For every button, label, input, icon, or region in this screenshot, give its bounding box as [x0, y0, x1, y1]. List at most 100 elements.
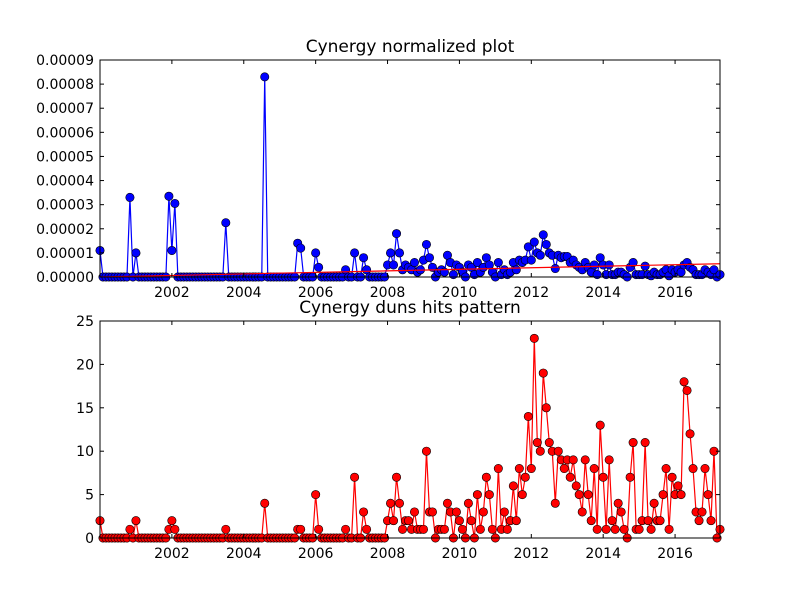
data-point	[532, 438, 542, 448]
series-line	[100, 338, 720, 538]
data-point	[619, 524, 629, 534]
data-point	[170, 524, 180, 534]
data-point	[511, 516, 521, 526]
data-point	[131, 248, 141, 258]
data-point	[472, 490, 482, 500]
data-point	[568, 455, 578, 465]
data-point	[592, 270, 602, 280]
data-point	[649, 498, 659, 508]
data-point	[640, 261, 650, 271]
data-point	[389, 260, 399, 270]
x-tick-label: 2012	[513, 546, 549, 562]
data-point	[643, 516, 653, 526]
data-point	[577, 507, 587, 517]
y-tick-label: 20	[76, 357, 94, 373]
data-point	[628, 258, 638, 268]
data-point	[314, 262, 324, 272]
y-tick-label: 0.00001	[36, 246, 94, 262]
data-point	[131, 516, 141, 526]
x-tick-label: 2010	[442, 285, 478, 301]
data-point	[523, 411, 533, 421]
data-point	[535, 250, 545, 260]
data-point	[559, 464, 569, 474]
y-tick-label: 0.00008	[36, 77, 94, 93]
x-tick-label: 2010	[442, 546, 478, 562]
data-point	[472, 258, 482, 268]
data-point	[170, 198, 180, 208]
data-point	[442, 498, 452, 508]
data-point	[403, 516, 413, 526]
data-point	[574, 490, 584, 500]
x-tick-label: 2014	[585, 546, 621, 562]
data-point	[517, 490, 527, 500]
data-point	[544, 438, 554, 448]
data-point	[526, 464, 536, 474]
data-point	[607, 516, 617, 526]
data-point	[526, 255, 536, 265]
data-point	[454, 516, 464, 526]
data-point	[424, 253, 434, 263]
data-point	[673, 481, 683, 491]
data-point	[520, 472, 530, 482]
data-point	[640, 438, 650, 448]
data-point	[616, 507, 626, 517]
y-tick-label: 0.00004	[36, 174, 94, 190]
data-point	[598, 472, 608, 482]
data-point	[221, 524, 231, 534]
y-tick-label: 0.00007	[36, 101, 94, 117]
data-point	[580, 455, 590, 465]
data-point	[421, 239, 431, 249]
data-point	[682, 385, 692, 395]
data-point	[538, 368, 548, 378]
data-point	[418, 524, 428, 534]
x-tick-label: 2008	[370, 285, 406, 301]
data-point	[706, 516, 716, 526]
data-point	[484, 490, 494, 500]
data-point	[538, 230, 548, 240]
y-tick-label: 0.00002	[36, 222, 94, 238]
y-tick-label: 25	[76, 314, 94, 330]
data-point	[395, 248, 405, 258]
data-point	[421, 446, 431, 456]
data-point	[604, 455, 614, 465]
data-point	[694, 516, 704, 526]
data-point	[697, 507, 707, 517]
data-point	[571, 481, 581, 491]
data-point	[529, 237, 539, 247]
data-point	[478, 507, 488, 517]
data-point	[553, 446, 563, 456]
data-point	[487, 524, 497, 534]
data-point	[475, 524, 485, 534]
data-point	[451, 507, 461, 517]
data-point	[167, 245, 177, 255]
data-point	[583, 490, 593, 500]
data-point	[604, 260, 614, 270]
x-tick-label: 2006	[298, 285, 334, 301]
x-tick-label: 2008	[370, 546, 406, 562]
data-point	[589, 260, 599, 270]
data-point	[565, 472, 575, 482]
y-tick-label: 5	[85, 488, 94, 504]
data-point	[529, 333, 539, 343]
data-point	[359, 253, 369, 263]
data-point	[392, 229, 402, 239]
data-point	[466, 516, 476, 526]
data-point	[311, 490, 321, 500]
data-point	[658, 490, 668, 500]
data-point	[350, 248, 360, 258]
data-point	[260, 498, 270, 508]
data-point	[409, 507, 419, 517]
data-point	[499, 507, 509, 517]
data-point	[613, 498, 623, 508]
data-point	[664, 524, 674, 534]
y-tick-label: 15	[76, 401, 94, 417]
data-point	[511, 265, 521, 275]
data-point	[550, 264, 560, 274]
data-point	[595, 420, 605, 430]
data-point	[679, 377, 689, 387]
data-point	[703, 490, 713, 500]
data-point	[610, 524, 620, 534]
data-point	[685, 429, 695, 439]
data-point	[586, 516, 596, 526]
data-point	[481, 472, 491, 482]
